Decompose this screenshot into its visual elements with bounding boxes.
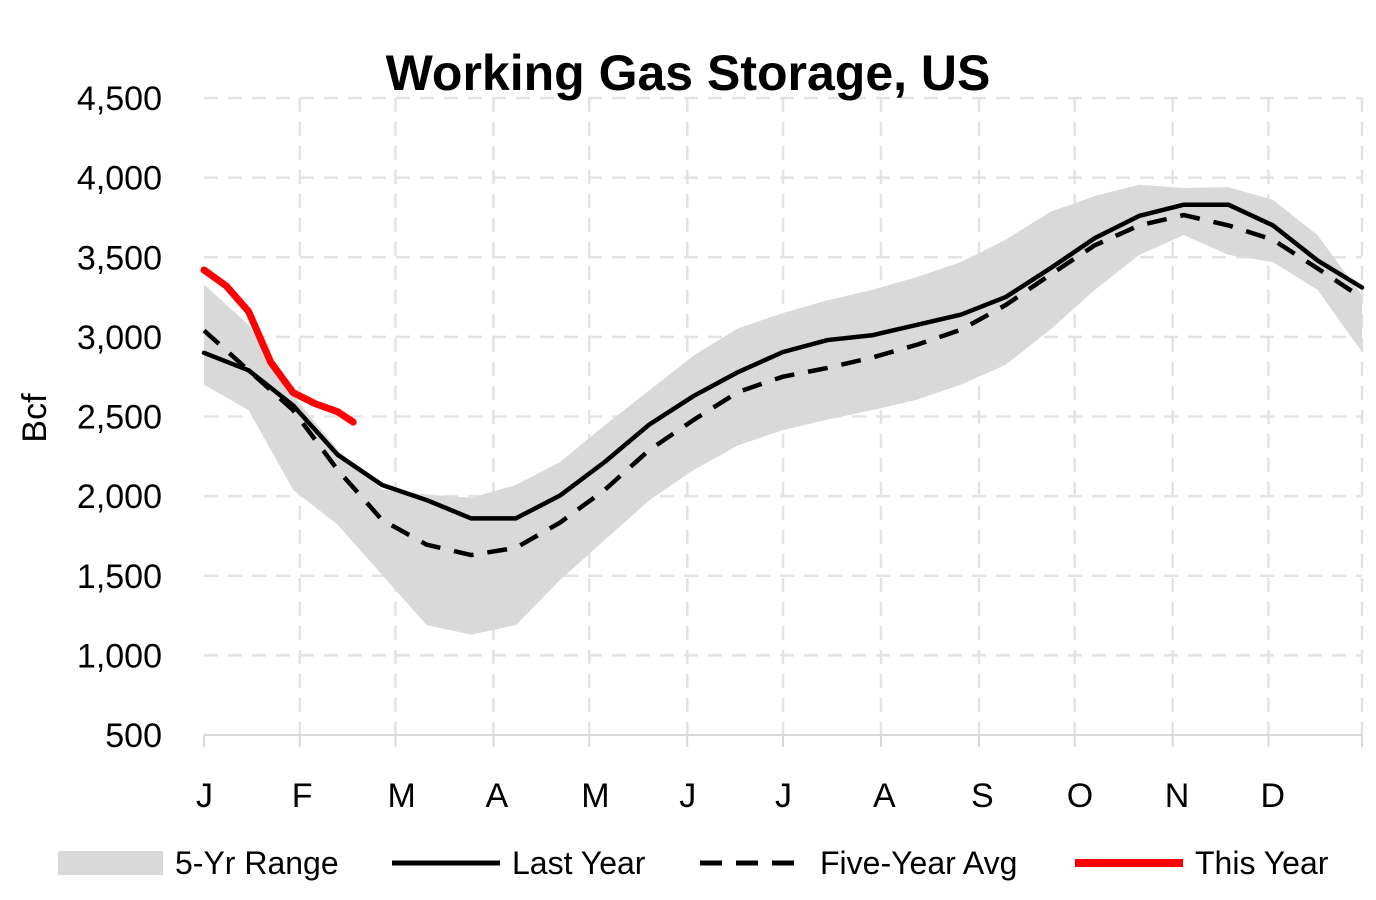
legend-label: Last Year [512, 845, 646, 881]
x-tick-label: N [1165, 777, 1190, 815]
x-tick-label: S [971, 777, 994, 815]
x-tick-label: J [775, 777, 792, 815]
y-tick-label: 3,000 [77, 319, 162, 357]
x-tick-label: D [1260, 777, 1285, 815]
y-tick-label: 500 [105, 717, 162, 755]
y-axis: 500 1,000 1,500 2,000 2,500 3,000 3,500 4,000 4,… [77, 80, 162, 755]
x-tick-label: F [292, 777, 313, 815]
range-band [204, 184, 1362, 635]
y-tick-label: 2,500 [77, 399, 162, 437]
x-tick-label: J [679, 777, 696, 815]
this-year-line [200, 266, 357, 426]
x-tick-label: M [581, 777, 609, 815]
x-tick-label: A [873, 777, 896, 815]
last-year-line [201, 202, 1365, 521]
legend-swatch-range [58, 851, 163, 875]
x-tick-label: J [196, 777, 213, 815]
x-tick-label: A [486, 777, 509, 815]
five-year-avg-line [202, 212, 1364, 558]
legend-label: Five-Year Avg [820, 845, 1017, 881]
y-tick-label: 4,500 [77, 80, 162, 118]
plot-area [200, 184, 1365, 635]
legend-label: 5-Yr Range [175, 845, 339, 881]
y-tick-label: 4,000 [77, 160, 162, 198]
x-tick-label: O [1067, 777, 1093, 815]
legend-label: This Year [1195, 845, 1329, 881]
y-axis-label: Bcf [16, 393, 54, 443]
y-tick-label: 1,500 [77, 558, 162, 596]
y-tick-label: 1,000 [77, 637, 162, 675]
x-tick-label: M [388, 777, 416, 815]
y-tick-label: 3,500 [77, 239, 162, 277]
chart-title: Working Gas Storage, US [386, 45, 991, 101]
legend: 5-Yr Range Last Year Five-Year Avg This Yea… [58, 845, 1329, 881]
y-tick-label: 2,000 [77, 478, 162, 516]
